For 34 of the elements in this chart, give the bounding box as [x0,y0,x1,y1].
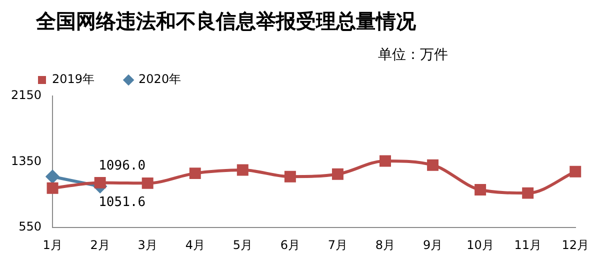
x-tick-label: 6月 [280,238,300,252]
point [46,170,60,184]
text: 单位：万件 [378,46,448,64]
x-tick-label: 1月 [42,238,62,252]
point [46,182,58,194]
x-tick-label: 4月 [185,238,205,252]
chart-title: 全国网络违法和不良信息举报受理总量情况 [36,8,416,35]
point [284,170,296,182]
y-tick-label: 1350 [10,154,42,168]
legend-label: 2020年 [138,72,182,86]
x-tick-label: 5月 [232,238,252,252]
data-label: 1051.6 [98,195,146,210]
point [380,155,391,167]
x-tick-label: 11月 [514,238,542,252]
y-tick-label: 2150 [10,88,42,102]
point [570,166,582,178]
point [427,159,439,171]
point [332,168,344,180]
data-label: 1096.0 [98,158,146,174]
y-tick-label: 550 [18,220,42,234]
x-tick-label: 8月 [375,238,396,252]
legend-label: 2019年 [52,72,95,86]
point [189,168,201,180]
x-tick-label: 7月 [328,238,348,252]
point [94,176,106,188]
x-tick-label: 2月 [90,238,110,252]
point [474,184,486,196]
point [142,177,154,189]
x-tick-label: 10月 [466,238,494,252]
point [236,164,248,176]
x-tick-label: 12月 [562,238,590,252]
x-tick-label: 3月 [138,238,158,252]
x-tick-label: 9月 [422,238,443,252]
point [522,187,534,199]
